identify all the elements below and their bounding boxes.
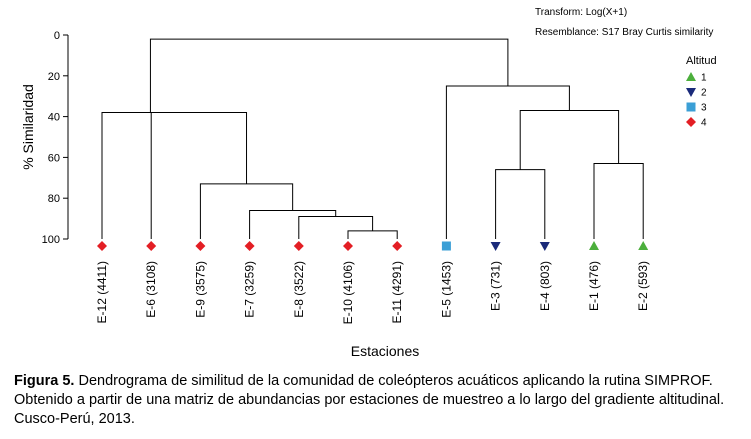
leaf-label: E-9 (3575): [193, 261, 207, 318]
leaf-marker: [195, 241, 206, 251]
leaf-label: E-4 (803): [538, 261, 552, 311]
caption-label: Figura 5.: [14, 373, 75, 389]
leaf-label: E-3 (731): [489, 261, 503, 311]
leaf-marker: [490, 242, 501, 251]
leaf-marker: [441, 241, 451, 251]
resemblance-note: Resemblance: S17 Bray Curtis similarity: [535, 27, 713, 38]
legend-marker: [686, 72, 696, 81]
legend-marker: [686, 88, 696, 97]
x-axis-title: Estaciones: [351, 343, 419, 359]
dendrogram-chart: 0 20 40 60 80 100 E-12 (4411) E-6 (3108) E-9 (3…: [20, 7, 717, 359]
dendrogram-link: [150, 112, 248, 239]
leaf-marker: [293, 241, 304, 251]
caption-text: Dendrograma de similitud de la comunidad…: [14, 373, 725, 427]
y-tick-label: 100: [42, 234, 60, 246]
leaf-marker: [343, 241, 353, 251]
dendrogram-link: [199, 183, 294, 239]
dendrogram-links: [101, 38, 644, 239]
dendrogram-link: [347, 230, 398, 239]
dendrogram-link: [149, 38, 509, 113]
dendrogram-link: [593, 163, 644, 239]
legend-label: 2: [701, 88, 707, 99]
dendrogram-link: [445, 85, 570, 239]
dendrogram-link: [298, 216, 374, 239]
dendrogram-link: [101, 112, 199, 239]
leaf-label: E-6 (3108): [144, 261, 158, 318]
dendrogram-link: [495, 169, 546, 239]
legend-label: 4: [701, 118, 707, 129]
leaf-label: E-10 (4106): [341, 261, 355, 324]
leaf-label: E-12 (4411): [95, 261, 109, 323]
leaf-marker: [392, 241, 403, 251]
leaf-marker: [589, 241, 599, 250]
y-axis-title: % Similaridad: [20, 84, 36, 170]
leaf-labels: E-12 (4411) E-6 (3108) E-9 (3575) E-7 (3259…: [95, 261, 650, 324]
legend-marker: [686, 102, 696, 112]
leaf-label: E-11 (4291): [390, 261, 404, 323]
leaf-label: E-5 (1453): [439, 261, 453, 318]
leaf-label: E-2 (593): [636, 261, 650, 311]
y-tick-label: 80: [48, 193, 60, 205]
y-tick-label: 60: [48, 152, 60, 164]
leaf-label: E-7 (3259): [243, 261, 257, 318]
transform-note: Transform: Log(X+1): [535, 7, 627, 18]
legend-label: 1: [701, 73, 707, 84]
leaf-label: E-1 (476): [587, 261, 601, 311]
leaf-marker: [146, 241, 157, 251]
figure-caption: Figura 5. Dendrograma de similitud de la…: [14, 372, 749, 429]
legend-title: Altitud: [686, 55, 717, 67]
legend-marker: [686, 117, 696, 127]
y-tick-label: 0: [54, 30, 60, 42]
y-tick-label: 20: [48, 71, 60, 83]
leaf-marker: [97, 241, 107, 251]
leaf-markers: [97, 241, 649, 251]
y-axis: 0 20 40 60 80 100: [42, 30, 69, 246]
legend: Altitud 1 2 3 4: [686, 55, 717, 129]
leaf-label: E-8 (3522): [292, 261, 306, 318]
dendrogram-link: [519, 109, 620, 170]
legend-label: 3: [701, 103, 707, 114]
leaf-marker: [244, 241, 255, 251]
dendrogram-link: [249, 209, 337, 239]
y-tick-label: 40: [48, 112, 60, 124]
leaf-marker: [638, 241, 649, 250]
leaf-marker: [539, 242, 550, 251]
